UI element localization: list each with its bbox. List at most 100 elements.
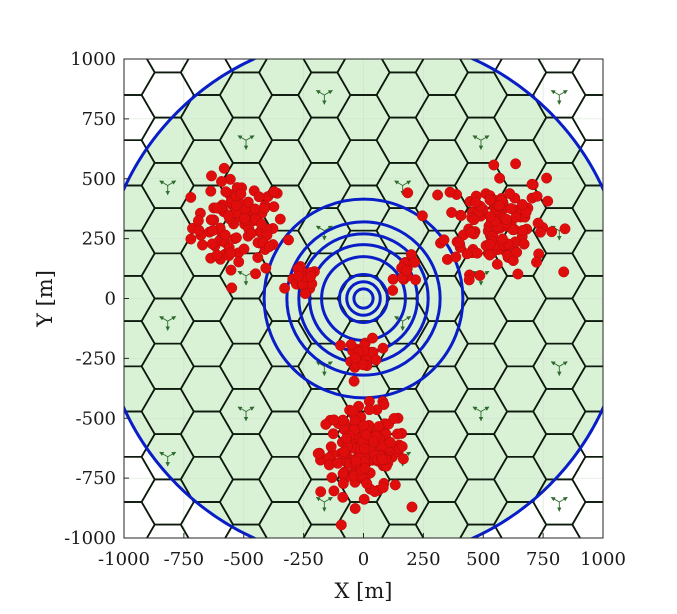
user-point: [497, 233, 508, 245]
user-point: [542, 195, 554, 207]
sector-arrow: [237, 135, 247, 141]
user-point: [274, 213, 286, 225]
sector-arrow: [550, 361, 560, 367]
user-point: [223, 210, 235, 222]
hex-cell: [571, 275, 603, 322]
user-point: [327, 428, 339, 440]
sector-arrow: [237, 406, 247, 412]
user-point: [432, 189, 444, 201]
sector-arrow: [237, 270, 247, 277]
user-point: [326, 472, 338, 484]
user-point: [474, 270, 486, 281]
user-point: [211, 249, 223, 261]
ring: [345, 280, 382, 317]
user-point: [332, 457, 344, 469]
user-point: [465, 227, 477, 238]
sector-arrow: [160, 45, 168, 50]
user-point: [338, 446, 350, 458]
sector-arrow: [472, 135, 482, 141]
user-point: [220, 186, 232, 198]
hex-cell: [571, 94, 603, 142]
sector-arrow: [168, 45, 176, 50]
y-axis-ticks: -1000 -750 -500 -250 0 250 500 750 1000: [64, 49, 129, 549]
user-point: [484, 211, 496, 223]
user-point: [388, 413, 400, 424]
sector-arrow: [159, 180, 168, 186]
user-point: [491, 258, 503, 270]
user-point: [211, 202, 223, 214]
user-point: [250, 268, 262, 280]
user-point: [517, 225, 529, 236]
user-point: [238, 243, 250, 255]
user-point: [253, 191, 265, 203]
user-point: [455, 210, 467, 221]
user-point: [252, 252, 264, 263]
user-point: [518, 238, 530, 250]
user-point: [292, 270, 304, 282]
sector-arrow: [403, 45, 411, 50]
y-tick-label: 0: [105, 289, 116, 310]
sector-arrow: [559, 361, 568, 367]
user-point: [500, 213, 512, 225]
user-point: [235, 188, 247, 200]
user-point: [359, 443, 370, 455]
user-points: [185, 158, 571, 531]
user-point: [341, 432, 352, 444]
user-point: [494, 172, 506, 184]
user-point: [361, 478, 373, 490]
user-point: [345, 339, 357, 351]
user-point: [347, 405, 359, 417]
user-point: [185, 191, 197, 203]
x-tick-label: 250: [406, 549, 440, 570]
y-tick-label: -500: [76, 408, 116, 429]
user-point: [350, 455, 362, 467]
sector-arrow: [245, 135, 255, 141]
user-point: [348, 375, 360, 387]
hex-cell: [571, 59, 603, 96]
user-point: [205, 214, 217, 226]
sector-arrow: [159, 451, 168, 458]
user-point: [357, 359, 369, 371]
user-point: [239, 212, 251, 224]
hex-cell: [571, 501, 603, 538]
user-point: [510, 158, 522, 170]
user-point: [377, 482, 389, 494]
sector-arrow: [324, 90, 333, 96]
y-axis-label: Y [m]: [33, 270, 57, 328]
sector-arrow: [559, 90, 568, 96]
user-point: [505, 203, 517, 215]
y-tick-label: -750: [76, 468, 116, 489]
user-point: [216, 176, 227, 187]
user-point: [263, 241, 275, 253]
user-point: [373, 421, 385, 433]
sector-arrow: [167, 451, 177, 458]
user-point: [255, 218, 267, 230]
user-point: [377, 453, 389, 465]
user-point: [268, 186, 280, 198]
user-point: [541, 172, 553, 184]
user-point: [397, 453, 409, 465]
user-point: [337, 478, 349, 490]
y-tick-label: 500: [82, 169, 116, 190]
x-tick-label: -1000: [98, 549, 150, 570]
user-point: [484, 249, 496, 261]
ring: [352, 287, 375, 310]
sector-arrow: [246, 543, 254, 548]
user-point: [470, 197, 482, 209]
user-point: [260, 262, 272, 274]
sector-arrow: [167, 316, 177, 322]
y-tick-label: -250: [76, 348, 116, 369]
hex-cell: [571, 320, 603, 368]
user-point: [558, 266, 570, 278]
sector-arrow: [315, 225, 325, 232]
user-point: [312, 448, 324, 459]
x-tick-label: 0: [358, 549, 369, 570]
plot-area: [124, 45, 603, 548]
hex-cell: [571, 455, 603, 503]
user-point: [197, 239, 208, 251]
x-tick-label: -750: [164, 549, 204, 570]
user-point: [359, 462, 371, 474]
sector-arrow: [324, 497, 333, 503]
user-point: [207, 225, 219, 237]
sector-arrow: [238, 543, 246, 548]
